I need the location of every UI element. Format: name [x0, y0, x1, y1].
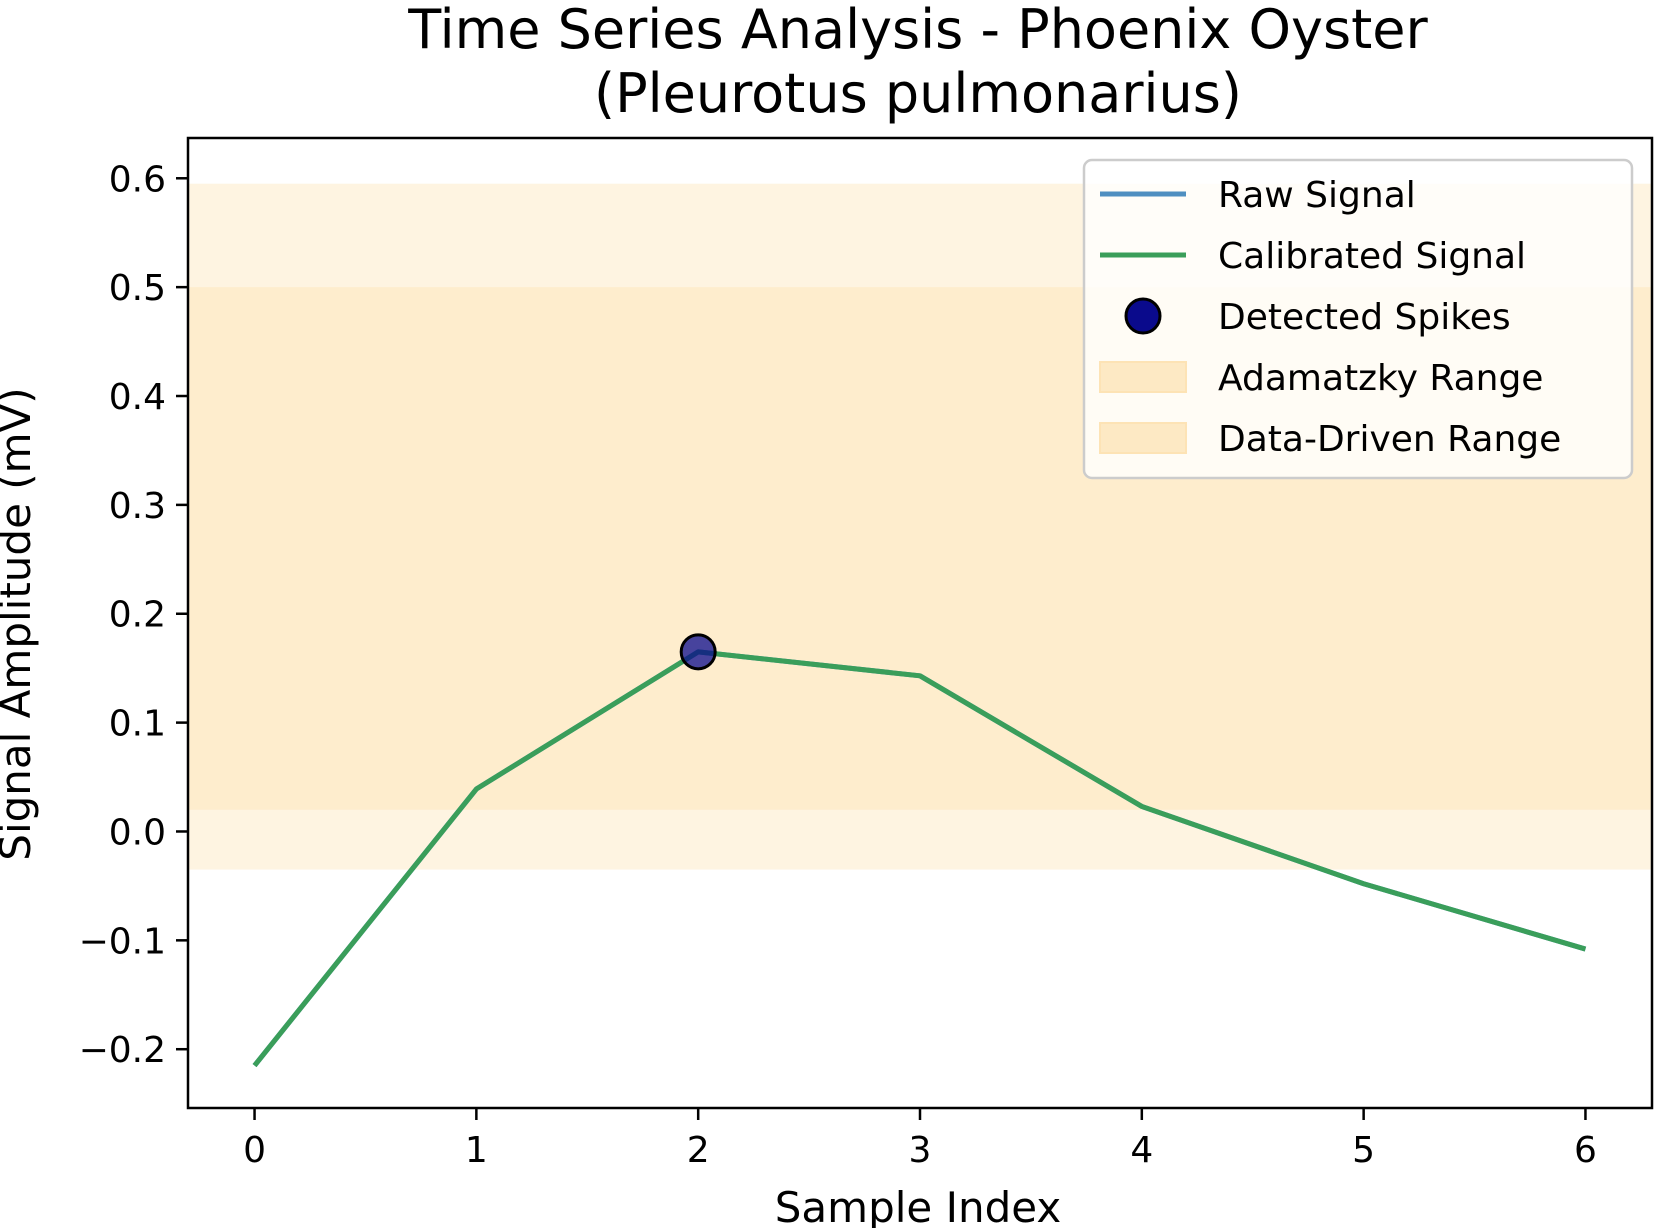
legend-label-adamatzky-range: Adamatzky Range — [1218, 358, 1543, 399]
x-tick-label: 1 — [465, 1130, 488, 1171]
y-tick-label: 0.1 — [109, 704, 166, 745]
legend-swatch-detected-spikes — [1124, 297, 1162, 335]
x-tick-label: 0 — [243, 1130, 266, 1171]
y-tick-label: 0.5 — [109, 268, 166, 309]
x-tick-label: 5 — [1352, 1130, 1375, 1171]
y-tick-label: 0.2 — [109, 595, 166, 636]
y-tick-label: 0.6 — [109, 159, 166, 200]
x-tick-label: 6 — [1574, 1130, 1597, 1171]
y-axis-label: Signal Amplitude (mV) — [0, 387, 40, 860]
legend-swatch-data-driven-range — [1099, 422, 1187, 454]
legend-label-data-driven-range: Data-Driven Range — [1218, 419, 1561, 460]
y-tick-label: 0.4 — [109, 377, 166, 418]
x-axis-label: Sample Index — [775, 1183, 1061, 1228]
x-tick-label: 4 — [1130, 1130, 1153, 1171]
legend: Raw Signal Calibrated Signal Detected Spik… — [1082, 158, 1634, 480]
x-tick-label: 2 — [687, 1130, 710, 1171]
x-axis-ticks: 0 1 2 3 4 5 6 — [243, 1108, 1597, 1171]
chart-title-line-1: Time Series Analysis - Phoenix Oyster — [407, 0, 1428, 61]
y-axis-ticks: −0.2 −0.1 0.0 0.1 0.2 0.3 0.4 0.5 0.6 — [79, 159, 188, 1071]
y-tick-label: −0.2 — [79, 1030, 166, 1071]
y-tick-label: 0.0 — [109, 812, 166, 853]
legend-box — [1082, 158, 1634, 480]
x-tick-label: 3 — [909, 1130, 932, 1171]
chart-title: Time Series Analysis - Phoenix Oyster (P… — [407, 0, 1428, 125]
y-tick-label: 0.3 — [109, 486, 166, 527]
legend-label-raw-signal: Raw Signal — [1218, 175, 1416, 216]
chart-title-line-2: (Pleurotus pulmonarius) — [594, 62, 1242, 125]
y-tick-label: −0.1 — [79, 921, 166, 962]
legend-label-calibrated-signal: Calibrated Signal — [1218, 236, 1526, 277]
legend-label-detected-spikes: Detected Spikes — [1218, 297, 1511, 338]
legend-swatch-adamatzky-range — [1099, 361, 1187, 393]
series-layer — [252, 633, 1587, 1068]
series-calibrated-signal — [252, 649, 1587, 1068]
spike-point — [679, 633, 717, 671]
